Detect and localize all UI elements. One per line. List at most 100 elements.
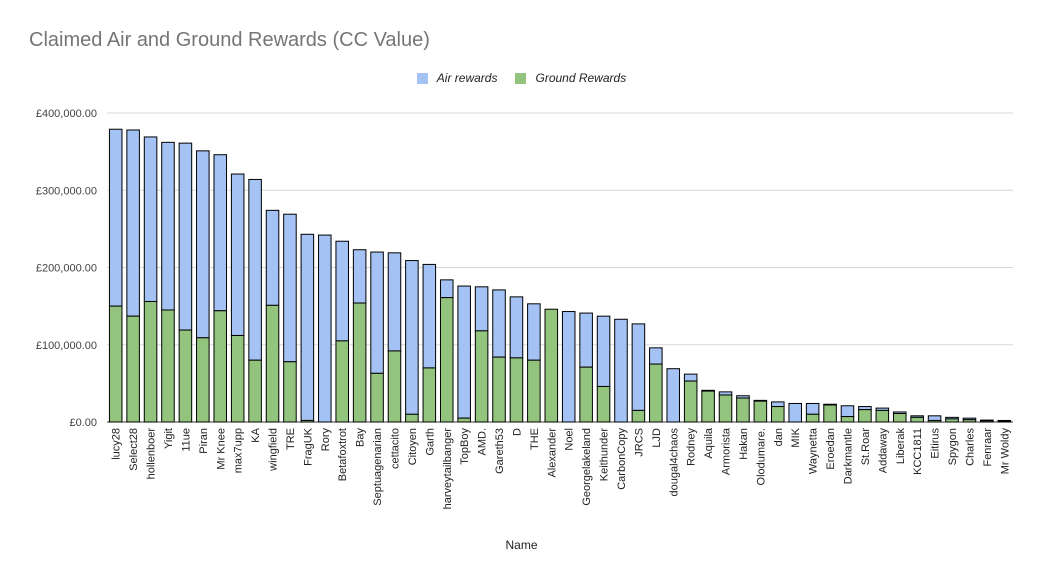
bar-ground-31[interactable] [649,363,663,423]
bar-ground-8[interactable] [248,359,262,423]
bar-ground-20[interactable] [457,417,471,423]
bar-ground-46[interactable] [910,416,924,423]
x-tick-label: Mr Knee [215,428,227,470]
bar-ground-25[interactable] [544,308,559,423]
bar-ground-24[interactable] [527,359,541,423]
bar-ground-5[interactable] [196,337,210,423]
bar-air-27[interactable] [579,312,593,368]
bar-air-17[interactable] [405,260,419,415]
bar-air-5[interactable] [196,150,210,339]
legend-item-air[interactable]: Air rewards [416,71,497,85]
x-tick-label: Citoyen [407,428,419,465]
bar-ground-42[interactable] [840,416,855,423]
x-tick-label: Mr Woldy [999,428,1011,475]
bar-air-0[interactable] [108,128,123,307]
bar-air-15[interactable] [370,251,384,374]
bar-ground-15[interactable] [370,372,384,423]
bar-ground-30[interactable] [631,409,646,423]
bar-air-31[interactable] [649,347,663,365]
x-tick-label: 11ue [180,428,192,452]
bar-ground-35[interactable] [718,394,733,423]
bar-air-22[interactable] [492,289,506,358]
bar-air-2[interactable] [143,136,158,302]
bar-ground-11[interactable] [300,419,315,423]
bar-ground-23[interactable] [509,357,524,423]
bar-air-3[interactable] [161,141,175,311]
bar-ground-19[interactable] [439,297,454,423]
bar-ground-6[interactable] [213,310,228,423]
bar-air-19[interactable] [439,279,454,299]
bar-air-14[interactable] [352,249,367,304]
bar-air-38[interactable] [771,401,785,408]
bar-air-6[interactable] [213,154,228,312]
bar-air-47[interactable] [927,415,942,421]
bar-air-8[interactable] [248,178,262,361]
bar-air-10[interactable] [283,213,297,363]
bar-ground-0[interactable] [108,305,123,423]
legend-item-ground[interactable]: Ground Rewards [515,71,626,85]
bar-ground-13[interactable] [335,340,349,423]
bar-ground-16[interactable] [387,350,402,423]
x-tick-label: Liberak [895,428,907,465]
bar-air-29[interactable] [614,318,628,423]
bar-ground-9[interactable] [265,304,280,423]
bar-air-24[interactable] [527,303,541,361]
bar-ground-14[interactable] [352,302,367,423]
x-tick-label: MIK [790,427,802,447]
bar-ground-18[interactable] [422,367,437,423]
x-tick-label: LJD [651,428,663,448]
bar-ground-38[interactable] [771,406,785,423]
x-tick-label: Bay [355,428,367,447]
bar-air-12[interactable] [318,234,332,423]
bar-air-30[interactable] [631,323,646,411]
legend-swatch-air [416,72,428,84]
x-tick-label: wingfield [268,428,280,472]
bar-air-7[interactable] [230,173,245,336]
x-tick-label: Keithunder [599,428,611,482]
bar-air-42[interactable] [840,405,855,418]
bar-air-39[interactable] [788,402,802,423]
bar-air-40[interactable] [805,402,820,415]
bar-ground-4[interactable] [178,329,193,423]
bar-air-26[interactable] [561,311,576,423]
y-tick-label: £0.00 [69,417,97,429]
bar-air-23[interactable] [509,296,524,359]
bar-ground-51[interactable] [997,420,1012,423]
bar-ground-2[interactable] [143,300,158,423]
bar-ground-49[interactable] [962,419,977,423]
bar-ground-45[interactable] [892,413,907,423]
bar-ground-28[interactable] [596,385,611,423]
bar-ground-48[interactable] [945,418,959,423]
bar-air-28[interactable] [596,315,611,387]
bar-ground-36[interactable] [736,397,750,423]
bar-air-4[interactable] [178,142,193,331]
bar-ground-34[interactable] [701,390,715,423]
bar-ground-37[interactable] [753,400,768,423]
bar-ground-50[interactable] [980,420,994,423]
bar-air-1[interactable] [126,129,140,317]
bar-ground-40[interactable] [805,413,820,423]
bar-ground-43[interactable] [858,409,872,423]
bar-ground-1[interactable] [126,315,140,423]
bar-ground-41[interactable] [823,404,837,423]
x-tick-label: Waynetta [808,427,820,474]
bar-ground-10[interactable] [283,361,297,423]
bar-ground-22[interactable] [492,356,506,423]
bar-ground-44[interactable] [875,409,890,423]
bar-air-18[interactable] [422,263,437,369]
bar-air-9[interactable] [265,209,280,306]
bar-ground-21[interactable] [474,330,489,423]
bar-air-13[interactable] [335,240,349,342]
bar-air-16[interactable] [387,252,402,352]
bar-air-11[interactable] [300,233,315,421]
bar-ground-17[interactable] [405,413,419,423]
bar-ground-33[interactable] [683,380,698,423]
bar-ground-3[interactable] [161,309,175,423]
bar-air-32[interactable] [666,368,681,423]
bar-air-21[interactable] [474,286,489,332]
bar-air-33[interactable] [683,373,698,382]
bar-ground-7[interactable] [230,334,245,423]
bar-air-20[interactable] [457,285,471,419]
bar-ground-47[interactable] [927,419,942,423]
bar-ground-27[interactable] [579,366,593,423]
